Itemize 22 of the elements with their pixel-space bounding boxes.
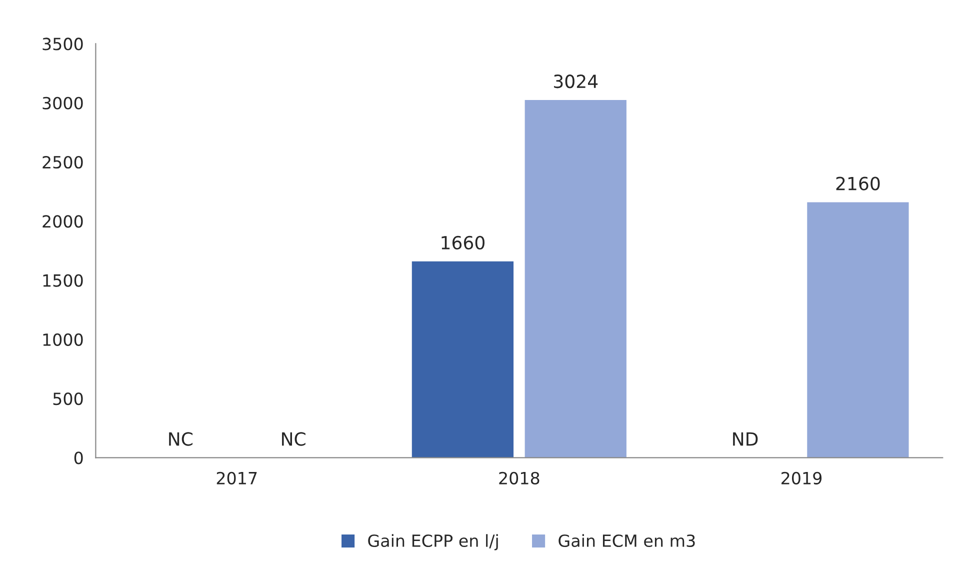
y-tick-label: 2500 (42, 156, 83, 169)
text: NC (169, 432, 192, 446)
data-label: 3024 (554, 74, 598, 88)
y-tick-label: 500 (53, 392, 83, 406)
legend-label: Gain ECM en m3 (558, 534, 695, 548)
y-tick-label: 0 (74, 452, 83, 464)
legend-label: Gain ECPP en l/j (368, 534, 498, 550)
y-tick-label: 1500 (43, 274, 83, 287)
bar (412, 261, 514, 458)
bar (807, 202, 909, 458)
data-label: 1660 (442, 236, 484, 250)
x-tick-label: 2018 (499, 472, 540, 484)
x-tick-label: 2019 (782, 472, 822, 484)
y-tick-label: 1000 (43, 333, 83, 346)
y-tick-label: 2000 (42, 215, 83, 228)
text: NC (282, 432, 306, 446)
x-tick-label: 2017 (216, 472, 257, 484)
bar (524, 100, 626, 458)
data-label: 2160 (836, 176, 880, 190)
y-tick-label: 3000 (42, 96, 83, 110)
text: ND (733, 432, 758, 446)
y-tick-label: 3500 (42, 38, 83, 50)
